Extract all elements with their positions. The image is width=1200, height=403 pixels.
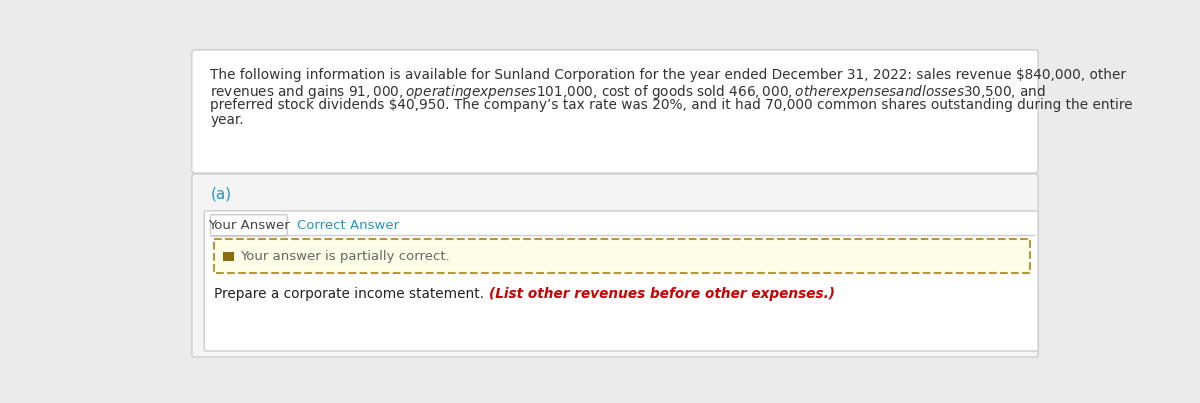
Text: preferred stock dividends $40,950. The company’s tax rate was 20%, and it had 70: preferred stock dividends $40,950. The c… [210, 98, 1133, 112]
Text: Your Answer: Your Answer [208, 219, 289, 232]
FancyBboxPatch shape [204, 211, 1038, 351]
FancyBboxPatch shape [223, 251, 234, 261]
Text: (List other revenues before other expenses.): (List other revenues before other expens… [488, 287, 835, 301]
FancyBboxPatch shape [215, 239, 1030, 273]
FancyBboxPatch shape [192, 50, 1038, 173]
FancyBboxPatch shape [192, 174, 1038, 357]
FancyBboxPatch shape [210, 215, 287, 236]
Text: —: — [223, 251, 234, 261]
Text: Prepare a corporate income statement.: Prepare a corporate income statement. [215, 287, 488, 301]
Text: (a): (a) [210, 187, 232, 202]
Text: The following information is available for Sunland Corporation for the year ende: The following information is available f… [210, 69, 1127, 82]
Text: revenues and gains $91,000, operating expenses $101,000, cost of goods sold $466: revenues and gains $91,000, operating ex… [210, 83, 1046, 102]
Text: Correct Answer: Correct Answer [296, 219, 398, 232]
Text: year.: year. [210, 113, 244, 127]
Text: Your answer is partially correct.: Your answer is partially correct. [240, 250, 450, 263]
